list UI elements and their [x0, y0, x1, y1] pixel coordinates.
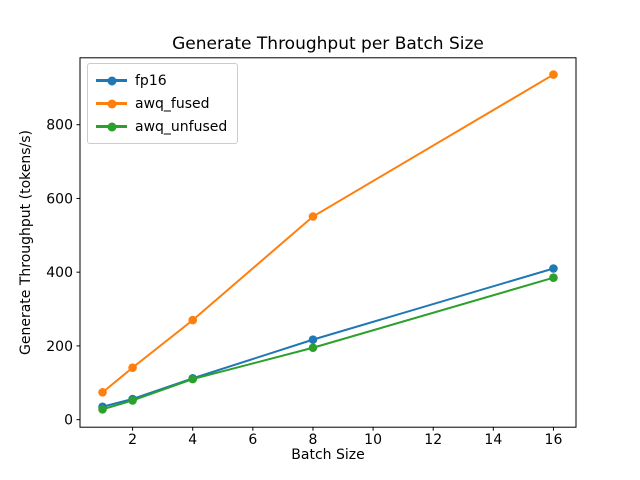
- x-tick-label: 4: [188, 432, 197, 448]
- data-series-layer: [98, 70, 558, 414]
- x-tick-label: 10: [364, 432, 382, 448]
- data-point-awq_unfused: [188, 374, 198, 384]
- data-point-awq_fused: [98, 388, 107, 397]
- x-tick-label: 8: [309, 432, 318, 448]
- x-tick-label: 14: [484, 432, 502, 448]
- data-point-awq_fused: [128, 363, 137, 372]
- legend-line-marker-icon: [96, 76, 127, 85]
- x-tick-label: 2: [128, 432, 137, 448]
- x-axis-ticks: 2 4 6 8 10 12 14 16: [128, 427, 562, 448]
- y-tick-label: 400: [46, 265, 73, 281]
- series-line-awq_unfused: [102, 276, 554, 411]
- y-axis-label: Generate Throughput (tokens/s): [18, 130, 34, 355]
- legend-item: awq_fused: [96, 92, 227, 115]
- x-tick-label: 6: [248, 432, 257, 448]
- x-axis-label: Batch Size: [291, 447, 364, 463]
- y-tick-label: 200: [46, 339, 73, 355]
- plot-border: [79, 57, 577, 428]
- y-tick-label: 800: [46, 118, 73, 134]
- legend: fp16 awq_fused awq_unfused: [87, 63, 239, 144]
- legend-item: awq_unfused: [96, 115, 227, 138]
- data-point-fp16: [549, 264, 558, 273]
- x-tick-label: 16: [545, 432, 563, 448]
- legend-line-marker-icon: [96, 122, 127, 131]
- y-tick-label: 0: [64, 413, 73, 429]
- data-point-fp16: [308, 335, 318, 344]
- data-point-awq_fused: [188, 315, 198, 325]
- data-point-awq_unfused: [308, 343, 318, 353]
- legend-label: fp16: [135, 72, 167, 89]
- legend-line-marker-icon: [96, 99, 127, 108]
- y-tick-label: 600: [46, 191, 73, 207]
- data-point-awq_unfused: [549, 273, 558, 283]
- legend-label: awq_unfused: [135, 118, 228, 135]
- data-point-awq_fused: [308, 212, 318, 221]
- data-point-awq_fused: [549, 70, 558, 79]
- chart-title: Generate Throughput per Batch Size: [172, 34, 484, 54]
- y-axis-ticks: 0 200 400 600 800: [46, 118, 80, 429]
- data-point-awq_unfused: [128, 396, 137, 405]
- legend-item: fp16: [96, 69, 227, 92]
- legend-label: awq_fused: [135, 95, 210, 112]
- x-tick-label: 12: [424, 432, 442, 448]
- data-point-awq_unfused: [98, 405, 107, 414]
